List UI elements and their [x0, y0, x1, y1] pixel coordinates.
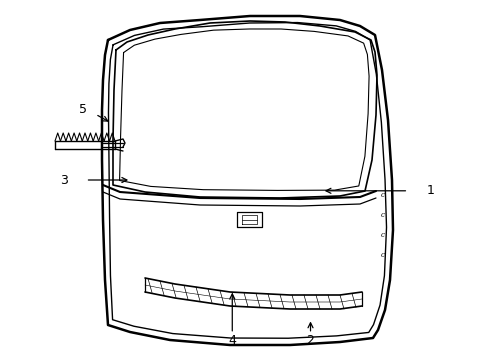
- Text: c: c: [380, 211, 384, 219]
- Text: 1: 1: [426, 184, 433, 197]
- Text: 4: 4: [228, 334, 236, 347]
- Text: c: c: [380, 251, 384, 259]
- Text: c: c: [380, 231, 384, 239]
- Text: 5: 5: [79, 103, 87, 116]
- Text: 3: 3: [60, 174, 67, 186]
- Text: 2: 2: [306, 334, 314, 347]
- Text: c: c: [380, 191, 384, 199]
